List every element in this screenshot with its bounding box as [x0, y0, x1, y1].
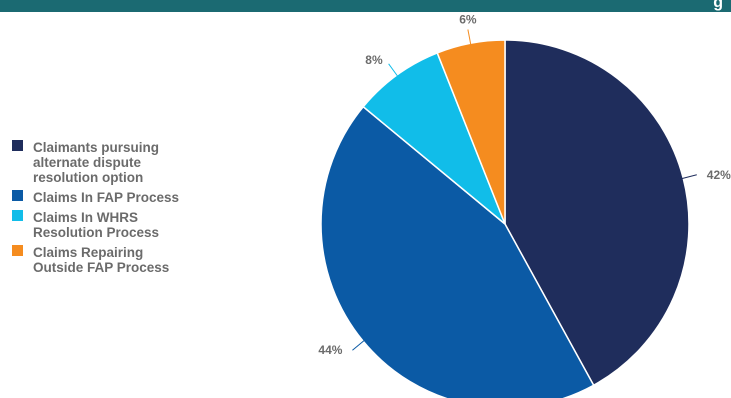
- legend-swatch: [12, 210, 23, 221]
- slice-percent-label: 44%: [318, 343, 342, 357]
- chart-legend: Claimants pursuing alternate dispute res…: [12, 140, 242, 280]
- legend-label: Claims In WHRS Resolution Process: [33, 210, 160, 240]
- legend-item-whrs-resolution: Claims In WHRS Resolution Process: [12, 210, 242, 240]
- leader-line: [467, 29, 472, 46]
- legend-item-alternate-dispute: Claimants pursuing alternate dispute res…: [12, 140, 242, 185]
- legend-label: Claims Repairing Outside FAP Process: [33, 245, 170, 275]
- slice-percent-label: 6%: [459, 13, 477, 27]
- legend-swatch: [12, 190, 23, 201]
- legend-label: Claimants pursuing alternate dispute res…: [33, 140, 160, 185]
- leader-line: [388, 63, 399, 78]
- slice-percent-label: 8%: [365, 53, 383, 67]
- leader-line: [352, 339, 366, 351]
- header-title-fragment: g: [713, 0, 723, 11]
- legend-swatch: [12, 245, 23, 256]
- header-bar: g: [0, 0, 731, 12]
- leader-line: [681, 174, 697, 180]
- legend-item-fap-process: Claims In FAP Process: [12, 190, 242, 205]
- slice-percent-label: 42%: [707, 168, 731, 182]
- legend-item-outside-fap: Claims Repairing Outside FAP Process: [12, 245, 242, 275]
- legend-label: Claims In FAP Process: [33, 190, 180, 205]
- legend-swatch: [12, 140, 23, 151]
